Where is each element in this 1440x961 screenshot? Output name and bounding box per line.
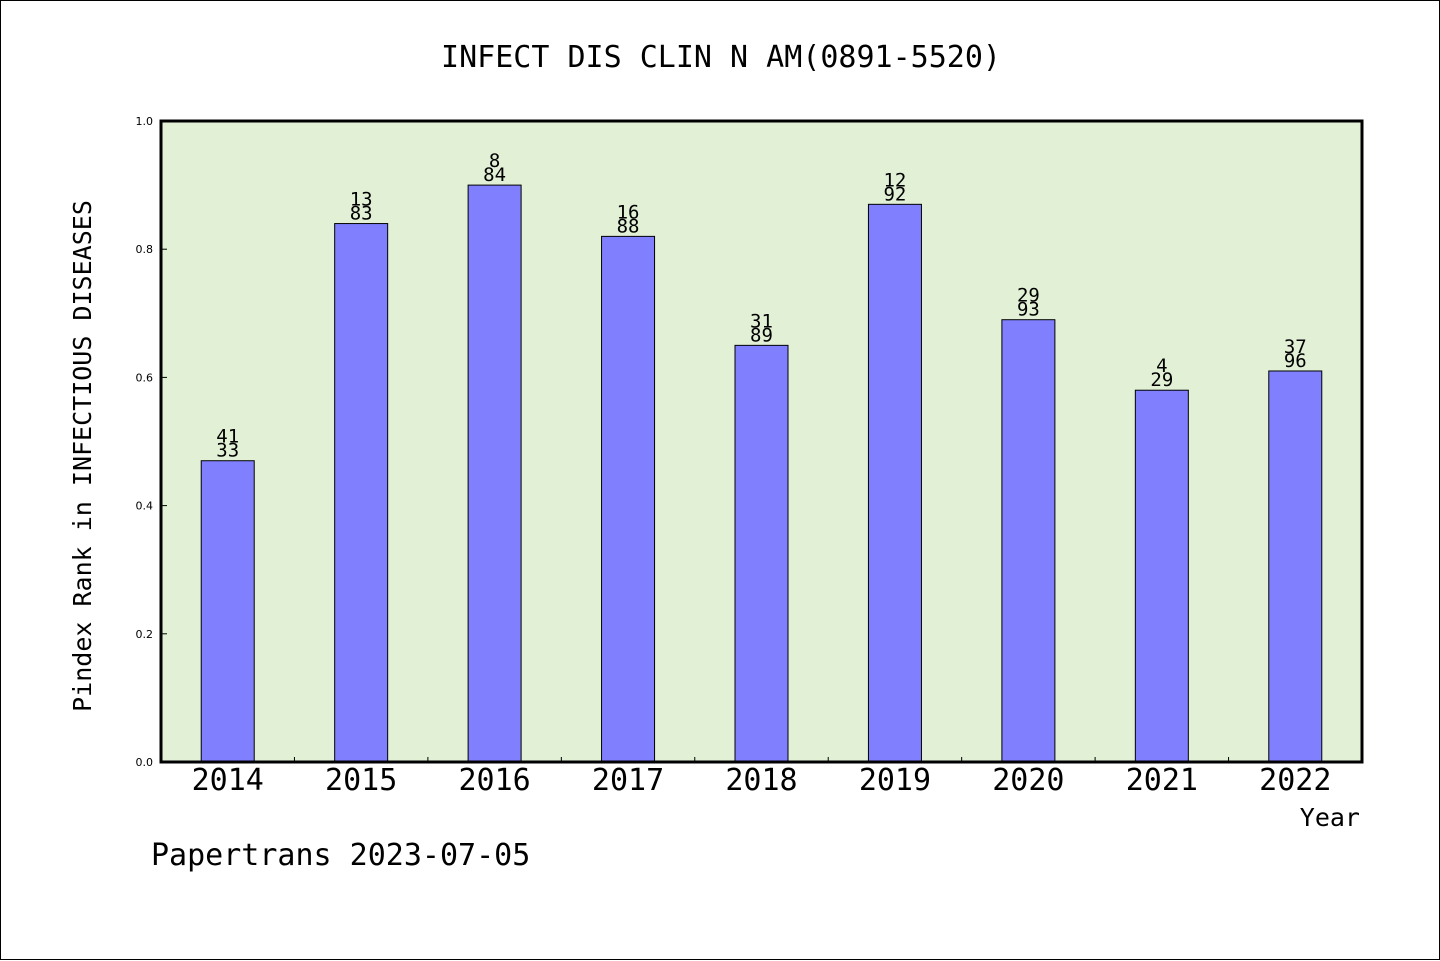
footer-credit: Papertrans 2023-07-05 [151, 838, 530, 873]
bar-label-top: 37 [1284, 336, 1307, 358]
y-tick-label: 0.0 [136, 756, 154, 769]
x-tick-label: 2019 [859, 763, 931, 798]
bar-label-bottom: 88 [617, 215, 640, 237]
y-tick-label: 0.4 [136, 500, 154, 513]
bar-label-top: 13 [350, 189, 373, 211]
bar-2022 [1268, 370, 1323, 763]
bar-label-bottom: 29 [1150, 369, 1173, 391]
bar-label-bottom: 92 [883, 183, 906, 205]
bar-label-top: 41 [216, 426, 239, 448]
bar-label-bottom: 83 [350, 203, 373, 225]
x-tick-label: 2015 [325, 763, 397, 798]
bar-label-top: 29 [1017, 285, 1040, 307]
bar-label-top: 8 [489, 150, 500, 172]
y-axis-label: Pindex Rank in INFECTIOUS DISEASES [68, 200, 97, 712]
bar-2021 [1134, 389, 1189, 763]
bar-2017 [601, 235, 656, 763]
x-axis-label: Year [1300, 803, 1360, 832]
bar-label-top: 4 [1156, 355, 1167, 377]
bar-2014 [200, 460, 255, 763]
plot-border [159, 119, 1364, 764]
x-tick-label: 2022 [1259, 763, 1331, 798]
chart-title: INFECT DIS CLIN N AM(0891-5520) [441, 40, 1001, 75]
bar-label-top: 12 [883, 169, 906, 191]
y-tick-label: 0.2 [136, 628, 154, 641]
bar-label-top: 16 [617, 201, 640, 223]
bar-2016 [467, 184, 522, 763]
bar-label-bottom: 93 [1017, 299, 1040, 321]
x-tick-label: 2016 [458, 763, 530, 798]
bar-label-top: 31 [750, 310, 773, 332]
bar-label-bottom: 89 [750, 324, 773, 346]
bar-label-bottom: 96 [1284, 350, 1307, 372]
y-tick-label: 0.8 [136, 243, 154, 256]
bar-2015 [334, 223, 389, 763]
bar-2019 [867, 203, 922, 763]
y-tick-label: 0.6 [136, 371, 154, 384]
x-axis: 2014 2015 2016 2017 2018 2019 2020 2021 2022 [192, 757, 1331, 798]
bar-label-bottom: 33 [216, 440, 239, 462]
x-tick-label: 2018 [725, 763, 797, 798]
bar-2018 [734, 344, 789, 763]
x-tick-label: 2021 [1126, 763, 1198, 798]
bar-2020 [1001, 319, 1056, 763]
bar-label-bottom: 84 [483, 164, 506, 186]
x-tick-label: 2014 [192, 763, 264, 798]
y-tick-label: 1.0 [136, 115, 154, 128]
x-tick-label: 2020 [992, 763, 1064, 798]
x-tick-label: 2017 [592, 763, 664, 798]
